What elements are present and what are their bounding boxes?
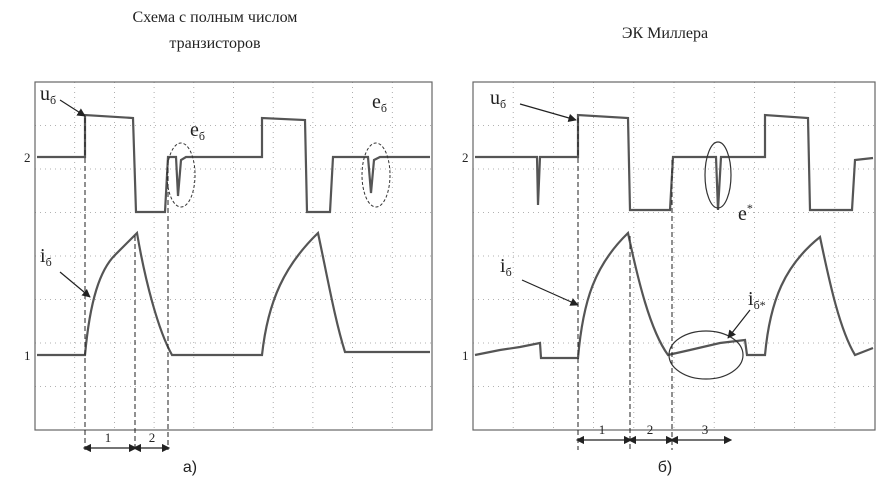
interval-label: 2 [647,422,654,437]
pointer [522,280,578,305]
pointer [60,272,90,297]
label-part: u [40,83,50,105]
signal-label: iб [40,245,52,269]
panel-caption: б) [658,459,673,476]
panel-title: ЭК Миллера [622,25,708,42]
signal-label: uб [40,83,56,107]
signal-label: e* [738,201,753,225]
trace [475,233,873,358]
label-part: б [50,93,56,107]
signal-label: uб [490,87,506,111]
panel-caption: а) [183,459,197,476]
label-part: б* [754,298,766,312]
channel-marker: 2 [462,150,469,165]
scope-grid [473,82,875,430]
signal-label: iб [500,255,512,279]
pointer [728,310,750,338]
pointer [520,104,576,120]
interval-label: 3 [702,422,709,437]
panel-title: транзисторов [169,35,261,52]
trace [37,233,430,355]
interval-label: 1 [105,430,112,445]
highlight [167,143,195,207]
label-part: б [506,265,512,279]
signal-label: eб [372,91,387,115]
interval-label: 1 [599,422,606,437]
label-part: * [747,201,753,215]
highlight [362,143,390,207]
scope-grid [35,82,432,430]
highlight [669,331,743,379]
panel-title: Схема с полным числом [133,9,298,26]
label-part: e [738,203,747,225]
channel-marker: 1 [24,348,31,363]
interval-label: 2 [149,430,156,445]
label-part: e [372,91,381,113]
signal-label: eб [190,119,205,143]
signal-label: iб* [748,288,766,312]
pointer [60,100,85,116]
channel-marker: 1 [462,348,469,363]
channel-marker: 2 [24,150,31,165]
label-part: u [490,87,500,109]
figure: Схема с полным числом транзисторов 1 2 2… [0,0,879,484]
label-part: e [190,119,199,141]
label-part: б [46,255,52,269]
label-part: б [381,101,387,115]
label-part: б [500,97,506,111]
label-part: б [199,129,205,143]
